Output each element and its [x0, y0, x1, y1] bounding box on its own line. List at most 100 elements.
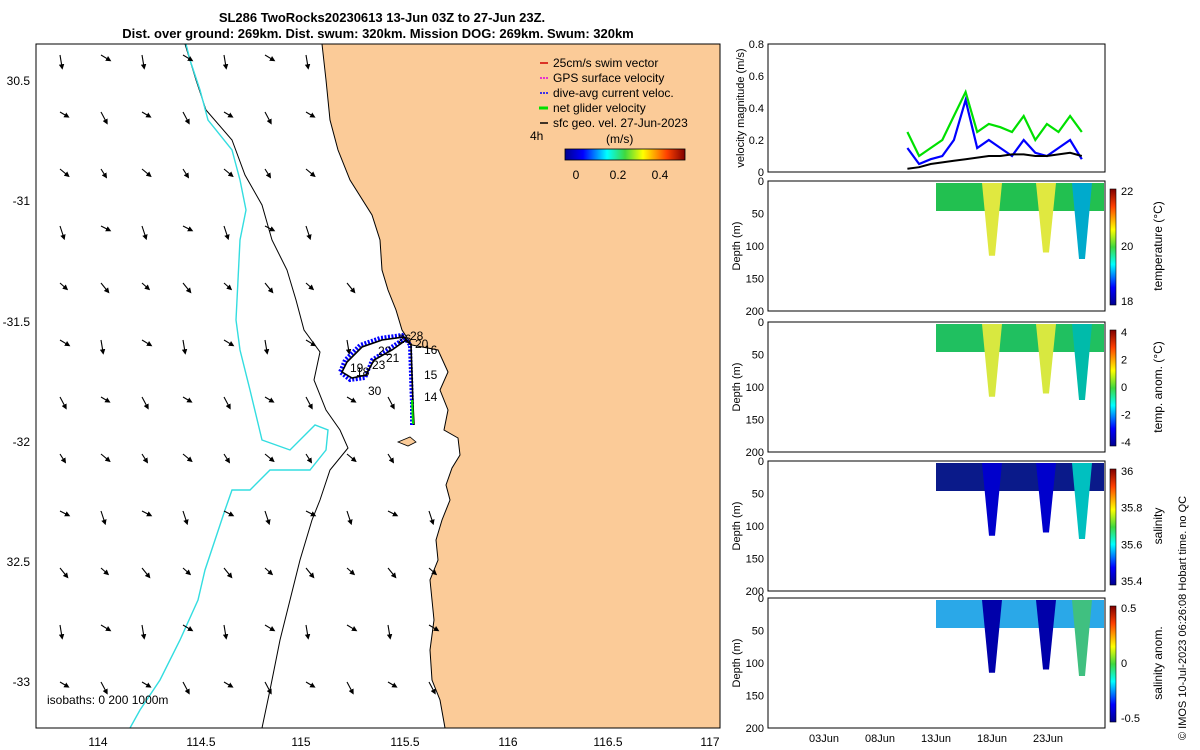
map-island: [396, 436, 417, 447]
geo-arrow-63: [100, 510, 107, 526]
geo-arrow-31: [182, 282, 192, 294]
colorbar-tick-1-1: 20: [1121, 241, 1133, 253]
xtick-23Jun: 23Jun: [1033, 733, 1063, 745]
track-blue: [337, 332, 414, 425]
vel-ytick-0.8: 0.8: [749, 39, 764, 51]
geo-arrow-58: [264, 453, 275, 463]
legend-net: net glider velocity: [553, 101, 646, 115]
track-label-20: 20: [415, 337, 429, 351]
geo-arrow-67: [264, 510, 271, 526]
geo-arrow-52: [387, 396, 395, 410]
geo-arrow-17: [182, 168, 190, 179]
depth-ylabel-2: Depth (m): [731, 363, 743, 412]
isobath-1000m: [129, 44, 329, 728]
depth-panel-1: 0 50 100 150 200 Depth (m) 18 20 22 temperature (…: [731, 176, 1165, 318]
geo-arrow-73: [100, 567, 110, 576]
profile-spike-4-1: [1036, 600, 1056, 670]
geo-arrow-21: [59, 225, 66, 241]
geo-arrow-16: [141, 168, 152, 178]
geo-arrow-78: [305, 567, 315, 579]
colorbar-tick-4-0: -0.5: [1121, 713, 1140, 725]
colorbar-tick-2-1: -2: [1121, 410, 1131, 422]
title-line-2: Dist. over ground: 269km. Dist. swum: 32…: [122, 26, 634, 41]
legend-sfc-geo: sfc geo. vel. 27-Jun-2023: [553, 116, 688, 130]
velocity-series: [906, 88, 1083, 170]
map-ytick-33: -33: [13, 675, 31, 689]
vel-ylabel: velocity magnitude (m/s): [735, 48, 747, 167]
geo-arrow-98: [305, 681, 316, 688]
geo-arrow-61: [387, 453, 395, 464]
depth-ytick-2-3: 150: [746, 415, 764, 427]
depth-ytick-3-3: 150: [746, 554, 764, 566]
profile-spike-2-2: [1072, 324, 1092, 400]
depth-ytick-4-0: 0: [758, 593, 764, 605]
profile-spike-4-0: [982, 600, 1002, 673]
geo-arrow-75: [182, 567, 192, 576]
colorbar-tick-1-2: 22: [1121, 186, 1133, 198]
colorbar-tick-0: 0: [573, 168, 580, 182]
colorbar-2: [1109, 329, 1117, 447]
velocity-panel: 0.8 0.6 0.4 0.2 0 velocity magnitude (m/…: [735, 39, 1106, 179]
vel-ytick-0.2: 0.2: [749, 135, 764, 147]
geo-arrow-32: [223, 282, 233, 291]
map-xtick-115.5: 115.5: [390, 735, 419, 749]
geo-arrow-77: [264, 567, 274, 576]
geo-arrow-48: [223, 396, 231, 410]
velocity-series-1: [906, 95, 1083, 166]
profile-spike-2-1: [1036, 324, 1056, 394]
colorbar-1: [1109, 188, 1117, 306]
geo-arrow-20: [305, 168, 316, 178]
depth-ytick-1-0: 0: [758, 176, 764, 188]
geo-arrow-1: [100, 54, 112, 62]
geo-arrow-99: [346, 681, 354, 695]
geo-arrow-69: [346, 510, 353, 526]
isobaths-label: isobaths: 0 200 1000m: [47, 693, 168, 707]
geo-arrow-27: [305, 225, 312, 241]
geo-arrow-55: [141, 453, 149, 464]
depth-ytick-1-2: 100: [746, 241, 764, 253]
profile-spike-3-1: [1036, 463, 1056, 533]
colorbar-3: [1109, 468, 1117, 586]
geo-arrow-45: [100, 396, 111, 403]
profile-spike-3-0: [982, 463, 1002, 536]
depth-ytick-4-1: 50: [752, 626, 764, 638]
footer-credit: © IMOS 10-Jul-2023 06:26:08 Hobart time.…: [1177, 496, 1189, 740]
colorbar-tick-4-2: 0.5: [1121, 603, 1136, 615]
colorbar-tick-2-3: 2: [1121, 355, 1127, 367]
geo-arrow-87: [264, 624, 276, 632]
track-label-30: 30: [368, 384, 382, 398]
velocity-axes: [767, 43, 1106, 173]
geo-arrow-2: [140, 54, 147, 70]
geo-arrow-68: [305, 510, 317, 517]
geo-arrow-59: [305, 453, 313, 464]
geo-arrow-42: [305, 339, 317, 347]
depth-ytick-1-1: 50: [752, 209, 764, 221]
isobath-200m: [184, 44, 349, 728]
geo-arrow-71: [428, 510, 435, 526]
xtick-08Jun: 08Jun: [865, 733, 895, 745]
depth-panel-4: 0 50 100 150 200 Depth (m) -0.5 0 0.5 salinity an…: [731, 593, 1165, 735]
geo-arrow-57: [223, 453, 231, 464]
geo-arrow-6: [304, 54, 311, 70]
map-xtick-115: 115: [291, 735, 310, 749]
glider-track: 28 26 22 20 19 18 16 15 14 30 23 21: [337, 329, 438, 426]
geo-arrow-24: [182, 225, 194, 232]
track-green: [411, 399, 414, 425]
map-xtick-116: 116: [498, 735, 517, 749]
depth-ytick-3-0: 0: [758, 456, 764, 468]
velocity-series-2: [907, 151, 1083, 170]
depth-ytick-1-3: 150: [746, 274, 764, 286]
profile-spike-1-2: [1072, 183, 1092, 259]
geo-arrow-86: [222, 624, 229, 640]
colorbar-label-1: temperature (°C): [1151, 201, 1165, 291]
geo-arrow-44: [59, 396, 67, 410]
geo-arrow-5: [264, 54, 276, 62]
track-label-19: 19: [350, 361, 364, 375]
geo-arrow-84: [140, 624, 147, 640]
geo-arrow-12: [264, 111, 272, 125]
track-label-23: 23: [372, 358, 386, 372]
map-ytick-31.5: -31.5: [3, 315, 31, 329]
depth-ylabel-3: Depth (m): [731, 502, 743, 551]
